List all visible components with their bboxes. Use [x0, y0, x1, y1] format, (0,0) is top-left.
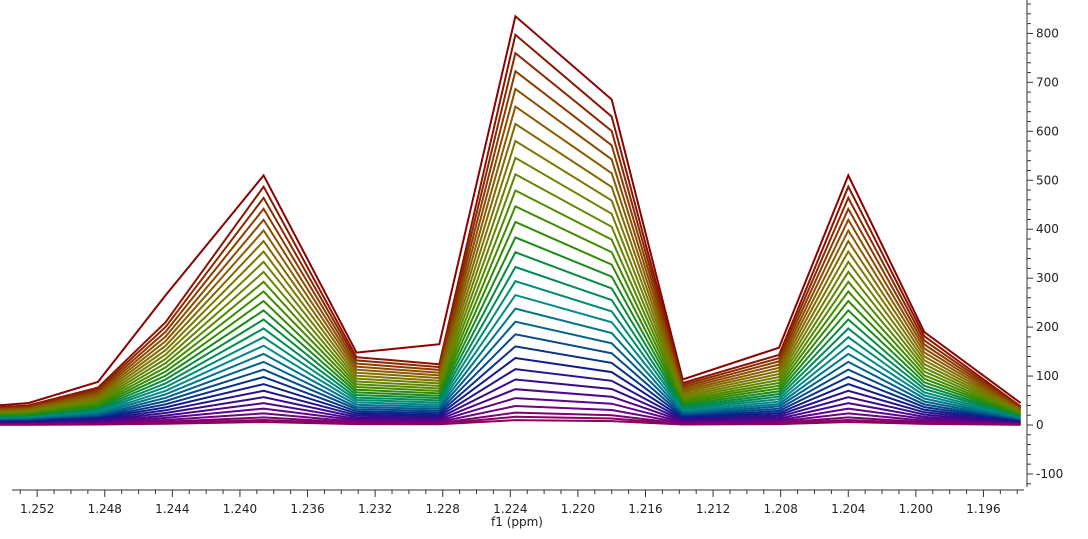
x-tick-label: 1.252 — [20, 502, 54, 516]
spectrum-trace — [0, 333, 1021, 422]
x-tick-label: 1.228 — [426, 502, 460, 516]
spectrum-trace — [0, 220, 1021, 417]
y-tick-label: 0 — [1036, 418, 1044, 432]
spectrum-trace — [0, 397, 1021, 425]
x-axis-title: f1 (ppm) — [491, 515, 543, 529]
spectrum-trace — [0, 320, 1021, 422]
spectrum-trace — [0, 69, 1022, 410]
spectrum-trace — [0, 388, 1021, 425]
spectrum-trace — [0, 356, 1021, 423]
x-tick-label: 1.220 — [561, 502, 595, 516]
x-tick-label: 1.232 — [358, 502, 392, 516]
y-tick-label: -100 — [1036, 467, 1063, 481]
y-tick-label: 700 — [1036, 75, 1059, 89]
spectrum-trace — [0, 122, 1022, 413]
spectrum-trace — [0, 104, 1022, 412]
y-tick-label: 500 — [1036, 173, 1059, 187]
y-ticks: -100 0 100 200 300 400 500 600 700 800 — [1027, 3, 1063, 485]
spectrum-trace-baseline — [0, 419, 1021, 426]
spectrum-trace — [0, 32, 1022, 409]
x-tick-label: 1.212 — [696, 502, 730, 516]
spectrum-trace — [0, 368, 1021, 424]
x-tick-label: 1.244 — [155, 502, 189, 516]
spectrum-trace — [0, 205, 1021, 417]
spectrum-trace — [0, 280, 1021, 420]
spectrum-trace — [0, 265, 1021, 419]
spectrum-trace — [0, 236, 1021, 418]
x-tick-label: 1.200 — [899, 502, 933, 516]
x-tick-label: 1.248 — [88, 502, 122, 516]
spectrum-trace — [0, 14, 1022, 407]
spectrum-trace — [0, 307, 1021, 421]
x-tick-label: 1.224 — [493, 502, 527, 516]
y-tick-label: 600 — [1036, 124, 1059, 138]
y-tick-label: 100 — [1036, 369, 1059, 383]
spectrum-trace — [0, 172, 1022, 415]
x-ticks: 1.252 1.248 1.244 1.240 1.236 1.232 1.228 1.224… — [19, 490, 1018, 516]
x-tick-label: 1.208 — [763, 502, 797, 516]
x-tick-label: 1.196 — [966, 502, 1000, 516]
y-tick-label: 300 — [1036, 271, 1059, 285]
x-tick-label: 1.204 — [831, 502, 865, 516]
spectrum-trace — [0, 189, 1022, 416]
x-tick-label: 1.216 — [628, 502, 662, 516]
y-tick-label: 200 — [1036, 320, 1059, 334]
x-tick-label: 1.240 — [223, 502, 257, 516]
x-tick-label: 1.236 — [290, 502, 324, 516]
spectrum-trace — [0, 51, 1022, 410]
spectrum-trace — [0, 293, 1021, 421]
spectrum-trace — [0, 345, 1021, 423]
spectrum-trace — [0, 156, 1022, 414]
y-tick-label: 400 — [1036, 222, 1059, 236]
spectrum-trace — [0, 251, 1021, 419]
series-layer — [0, 14, 1022, 426]
y-tick-label: 800 — [1036, 26, 1059, 40]
spectrum-trace — [0, 139, 1022, 414]
spectrum-trace — [0, 87, 1022, 411]
spectrum-trace — [0, 378, 1021, 424]
